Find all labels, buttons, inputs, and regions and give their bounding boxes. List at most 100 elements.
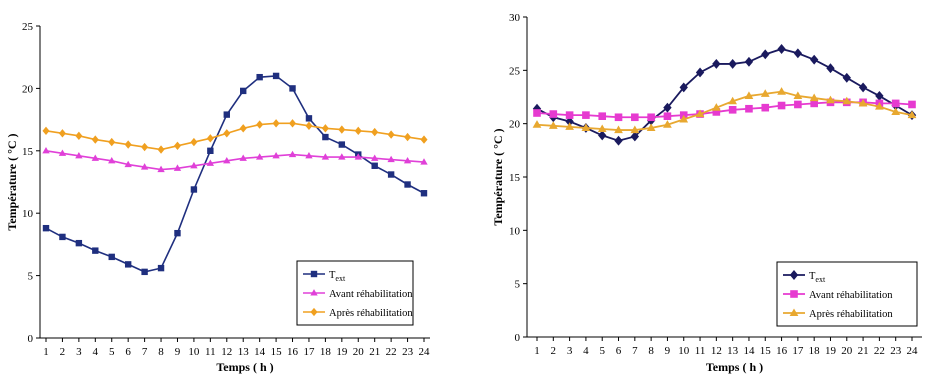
- x-tick-label-right: 21: [858, 345, 869, 357]
- x-tick-label-left: 5: [109, 346, 115, 358]
- x-tick-label-right: 1: [534, 345, 540, 357]
- data-point-2-right: [744, 91, 754, 99]
- x-tick-label-right: 13: [727, 345, 739, 357]
- data-point-1-left: [387, 155, 395, 163]
- series-0-right: [532, 44, 917, 146]
- data-point-0-left: [272, 72, 280, 80]
- x-tick-label-left: 21: [369, 346, 380, 358]
- data-point-0-left: [240, 87, 247, 95]
- x-tick-label-left: 13: [238, 346, 250, 358]
- data-point-0-right: [598, 130, 607, 141]
- x-tick-label-right: 3: [567, 345, 573, 357]
- data-point-1-left: [255, 153, 264, 160]
- y-axis-title-left: Température ( °C ): [5, 133, 19, 230]
- data-point-1-right: [777, 101, 786, 110]
- series-0-left: [42, 72, 428, 276]
- x-tick-label-right: 16: [776, 345, 788, 357]
- data-point-0-left: [256, 73, 263, 81]
- series-line-0-right: [536, 48, 913, 142]
- x-tick-label-left: 3: [76, 346, 82, 358]
- data-point-1-left: [124, 160, 132, 168]
- data-point-2-left: [404, 132, 412, 142]
- x-tick-label-right: 8: [648, 345, 654, 357]
- data-point-2-left: [91, 135, 99, 144]
- data-point-1-left: [223, 156, 231, 164]
- data-point-1-right: [712, 108, 721, 116]
- x-tick-label-right: 24: [907, 345, 919, 357]
- data-point-1-left: [239, 154, 247, 161]
- data-point-1-left: [58, 149, 67, 156]
- x-axis-title-left: Temps ( h ): [216, 360, 273, 374]
- legend-label-1-left: Avant réhabilitation: [329, 289, 413, 300]
- y-tick-label-right: 25: [509, 65, 521, 77]
- data-point-0-right: [793, 48, 803, 59]
- series-line-0-left: [45, 75, 425, 273]
- data-point-0-right: [614, 135, 623, 146]
- data-point-2-left: [206, 134, 214, 143]
- data-point-1-right: [794, 100, 802, 109]
- data-point-0-left: [338, 141, 346, 148]
- y-tick-label-right: 20: [509, 119, 521, 131]
- legend-label-2-left: Après réhabilitation: [329, 308, 413, 319]
- data-point-1-left: [288, 150, 297, 158]
- data-point-2-right: [597, 124, 607, 133]
- data-point-2-left: [75, 131, 83, 140]
- x-tick-label-right: 19: [825, 345, 837, 357]
- data-point-2-left: [223, 129, 231, 138]
- data-point-2-left: [420, 135, 428, 144]
- data-point-2-left: [371, 127, 379, 137]
- data-point-1-right: [598, 112, 607, 120]
- data-point-2-right: [826, 95, 835, 104]
- data-point-2-right: [679, 114, 689, 123]
- data-point-2-right: [548, 121, 558, 129]
- x-tick-label-left: 11: [205, 346, 216, 358]
- x-tick-label-right: 17: [792, 345, 804, 357]
- data-point-1-right: [663, 112, 672, 120]
- x-tick-label-left: 20: [353, 346, 365, 358]
- data-point-0-left: [305, 115, 313, 122]
- data-point-0-right: [761, 49, 770, 60]
- x-tick-label-right: 9: [665, 345, 671, 357]
- data-point-0-left: [223, 111, 230, 118]
- data-point-1-left: [108, 156, 116, 164]
- legend-right: Text Avant réhabilitation Après réhabilita…: [776, 261, 918, 327]
- series-1-left: [42, 146, 428, 173]
- data-point-1-left: [305, 151, 313, 159]
- x-tick-label-left: 16: [287, 346, 299, 358]
- y-tick-label-right: 10: [509, 225, 521, 237]
- data-point-1-right: [533, 109, 541, 117]
- data-point-1-left: [190, 161, 198, 169]
- y-axis-title-right: Température ( °C ): [491, 128, 505, 225]
- data-point-1-left: [371, 154, 379, 161]
- x-tick-label-left: 22: [386, 346, 397, 358]
- data-point-1-left: [420, 158, 428, 165]
- data-point-2-left: [173, 141, 181, 150]
- data-point-2-right: [777, 87, 786, 95]
- data-point-0-left: [371, 162, 378, 169]
- x-tick-label-right: 23: [890, 345, 902, 357]
- data-point-2-right: [663, 120, 672, 128]
- x-tick-label-left: 2: [60, 346, 66, 358]
- data-point-0-left: [404, 181, 411, 188]
- data-point-0-left: [92, 247, 99, 254]
- data-point-2-right: [793, 91, 803, 99]
- data-point-0-left: [207, 147, 214, 154]
- x-tick-label-right: 18: [809, 345, 821, 357]
- x-tick-label-right: 20: [841, 345, 853, 357]
- x-tick-label-left: 18: [320, 346, 332, 358]
- x-tick-label-right: 14: [743, 345, 755, 357]
- data-point-1-left: [321, 153, 330, 160]
- data-point-2-left: [141, 142, 149, 152]
- data-point-0-right: [679, 82, 688, 93]
- x-tick-label-left: 7: [142, 346, 148, 358]
- x-tick-label-left: 17: [303, 346, 315, 358]
- data-point-2-right: [532, 120, 542, 128]
- data-point-2-left: [305, 121, 313, 130]
- data-point-1-right: [728, 106, 737, 114]
- data-point-2-left: [42, 126, 50, 135]
- x-tick-label-right: 22: [874, 345, 885, 357]
- legend-label-0-right: Text: [809, 271, 826, 284]
- x-tick-label-right: 4: [583, 345, 589, 357]
